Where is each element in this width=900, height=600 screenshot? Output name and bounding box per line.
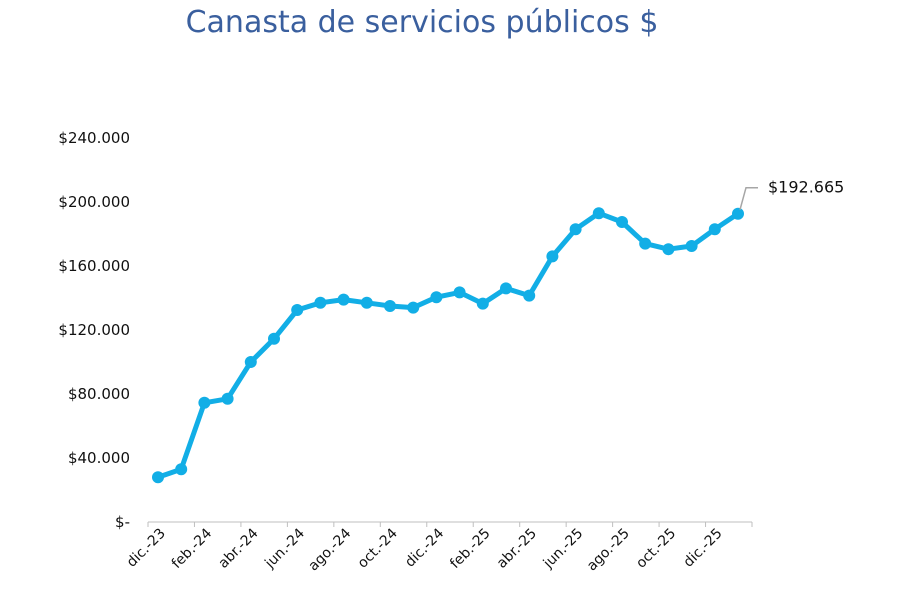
data-point bbox=[384, 300, 396, 312]
annotation-leader-line bbox=[739, 186, 758, 210]
data-point bbox=[198, 396, 211, 409]
data-point bbox=[314, 296, 327, 309]
data-point bbox=[662, 243, 675, 256]
y-tick-label: $160.000 bbox=[58, 257, 130, 275]
data-point bbox=[453, 286, 466, 299]
y-tick-label: $120.000 bbox=[58, 321, 130, 339]
data-point bbox=[291, 304, 304, 316]
data-point bbox=[430, 291, 443, 304]
x-tick-label: abr.-24 bbox=[215, 525, 261, 571]
x-tick-label: ago.-24 bbox=[306, 525, 355, 574]
x-tick-label: jun.-25 bbox=[540, 526, 587, 573]
data-point bbox=[708, 223, 721, 236]
chart-title: Canasta de servicios públicos $ bbox=[186, 5, 659, 40]
x-tick-label: dic.-24 bbox=[402, 525, 447, 570]
x-tick-label: dic.-23 bbox=[124, 526, 169, 571]
data-point bbox=[360, 296, 373, 309]
y-tick-label: $200.000 bbox=[58, 193, 130, 211]
y-tick-label: $- bbox=[115, 513, 130, 531]
x-tick-label: dic.-25 bbox=[681, 526, 726, 571]
data-point bbox=[569, 223, 582, 236]
data-point bbox=[175, 463, 188, 476]
data-point bbox=[268, 332, 280, 345]
data-point bbox=[546, 250, 559, 263]
data-point bbox=[244, 356, 257, 368]
data-point bbox=[500, 282, 512, 295]
y-tick-label: $80.000 bbox=[68, 385, 130, 403]
data-point bbox=[221, 392, 234, 405]
data-point bbox=[685, 240, 698, 252]
data-point bbox=[616, 216, 628, 228]
y-tick-label: $240.000 bbox=[58, 129, 130, 147]
y-tick-label: $40.000 bbox=[68, 449, 130, 467]
x-tick-label: feb.-25 bbox=[447, 526, 493, 572]
data-point bbox=[639, 237, 652, 250]
series-layer bbox=[152, 207, 744, 484]
y-axis: $- $40.000 $80.000 $120.000 $160.000 $200.000… bbox=[58, 129, 130, 531]
data-point bbox=[732, 207, 744, 220]
data-point bbox=[592, 207, 605, 220]
series-line bbox=[155, 210, 741, 480]
data-point bbox=[476, 297, 489, 310]
data-point bbox=[152, 471, 164, 484]
x-tick-label: feb.-24 bbox=[169, 525, 216, 572]
x-tick-label: oct.-25 bbox=[633, 526, 679, 572]
x-tick-label: abr.-25 bbox=[494, 526, 540, 572]
data-point bbox=[523, 289, 536, 302]
x-tick-label: ago.-25 bbox=[584, 526, 633, 575]
annotation-layer: $192.665 bbox=[739, 178, 844, 210]
data-point bbox=[337, 293, 350, 306]
data-point bbox=[407, 301, 420, 314]
annotation-label: $192.665 bbox=[768, 178, 844, 197]
x-tick-label: oct.-24 bbox=[355, 525, 401, 571]
x-tick-label: jun.-24 bbox=[261, 525, 308, 572]
